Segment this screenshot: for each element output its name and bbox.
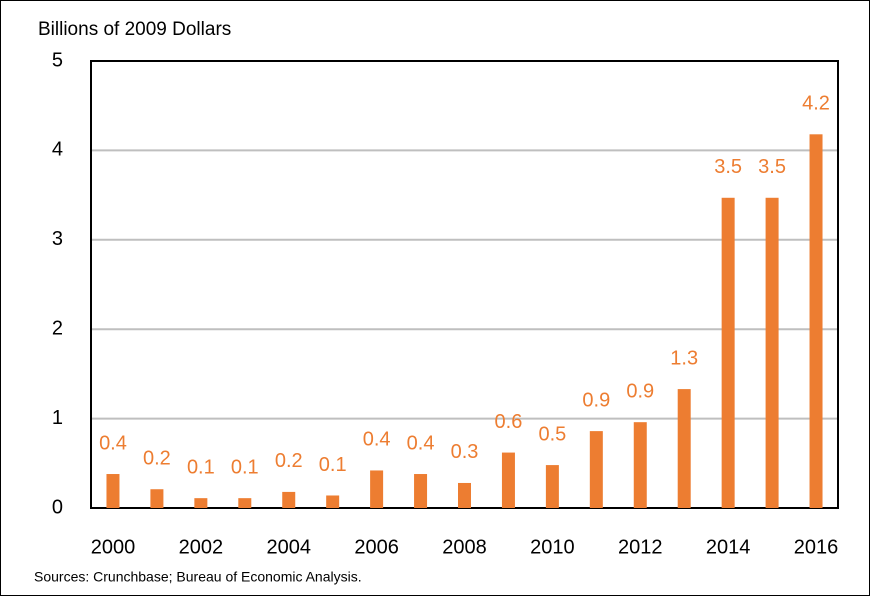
data-label: 3.5 (758, 156, 786, 178)
bar (370, 470, 384, 508)
bar (545, 465, 559, 508)
x-tick-label: 2014 (706, 536, 751, 558)
x-tick-label: 2006 (354, 536, 399, 558)
data-label: 0.4 (407, 432, 435, 454)
bar (326, 495, 340, 508)
x-tick-label: 2012 (618, 536, 663, 558)
y-tick-label: 5 (52, 49, 63, 71)
data-label: 0.9 (626, 380, 654, 402)
bar (677, 389, 691, 508)
x-tick-label: 2008 (442, 536, 487, 558)
data-label: 3.5 (714, 156, 742, 178)
y-tick-label: 3 (52, 228, 63, 250)
data-label: 4.2 (802, 93, 830, 115)
data-label: 0.2 (143, 448, 171, 470)
x-tick-label: 2010 (530, 536, 575, 558)
bar (414, 474, 428, 508)
bar (106, 474, 120, 508)
bar (238, 498, 252, 508)
bar (458, 482, 471, 508)
y-tick-label: 1 (52, 407, 63, 429)
y-tick-label: 2 (52, 317, 63, 339)
y-tick-label: 0 (52, 496, 63, 518)
bar (194, 498, 208, 508)
bar (633, 422, 647, 508)
data-label: 0.9 (582, 389, 610, 411)
data-label: 0.1 (319, 454, 347, 476)
data-label: 0.2 (275, 450, 303, 472)
bar (765, 197, 779, 509)
x-tick-label: 2016 (794, 536, 839, 558)
y-tick-label: 4 (52, 139, 63, 161)
x-tick-label: 2000 (91, 536, 136, 558)
y-axis-label: Billions of 2009 Dollars (38, 19, 231, 40)
source-note: Sources: Crunchbase; Bureau of Economic … (34, 569, 362, 585)
x-tick-label: 2002 (179, 536, 224, 558)
bar (721, 197, 735, 509)
data-label: 0.6 (495, 411, 523, 433)
data-label: 0.3 (451, 441, 479, 463)
bar (501, 452, 515, 508)
bar (589, 431, 603, 508)
bar (150, 489, 164, 508)
data-label: 0.1 (231, 456, 259, 478)
bar (282, 491, 296, 508)
bar (809, 134, 823, 509)
data-label: 0.4 (99, 432, 127, 454)
data-label: 0.5 (538, 423, 566, 445)
data-label: 1.3 (670, 347, 698, 369)
x-tick-label: 2004 (266, 536, 311, 558)
data-label: 0.4 (363, 429, 391, 451)
data-label: 0.1 (187, 456, 215, 478)
